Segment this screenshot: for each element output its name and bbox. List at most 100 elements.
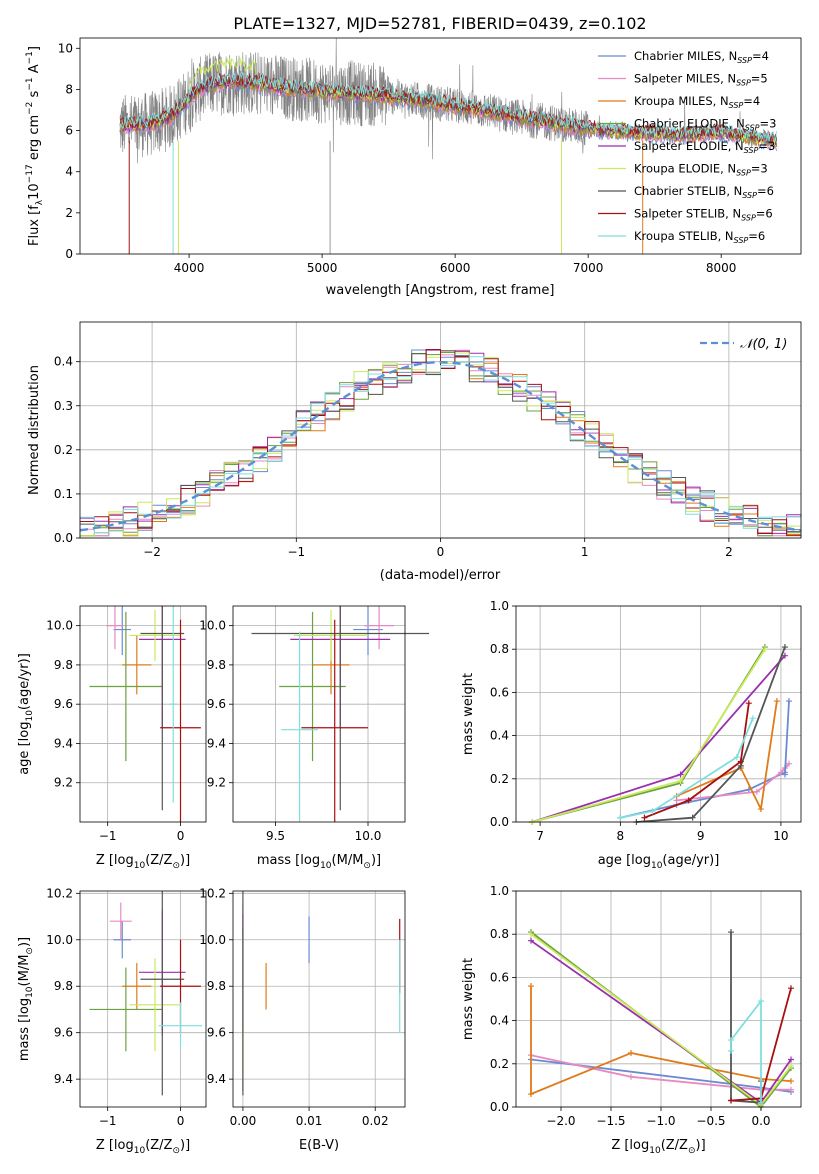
mass-weight-vs-z-xtick-label: 0.0	[751, 1114, 770, 1128]
mass-weight-vs-z-point	[788, 1086, 794, 1093]
mass-weight-vs-z-point	[528, 937, 534, 944]
age-vs-z-xtick-label: 0	[177, 829, 185, 843]
mass-vs-ebv-xtick-label: 0.02	[362, 1114, 389, 1128]
model-spectrum	[119, 72, 777, 145]
mass-weight-vs-age-series-line	[531, 646, 766, 823]
legend-label: Kroupa MILES, NSSP=4	[634, 94, 760, 110]
residuals-ylabel: Normed distribution	[27, 365, 42, 495]
mass-weight-vs-z-point	[788, 1078, 794, 1085]
residuals-ytick-label: 0.1	[54, 487, 73, 501]
mass-vs-ebv-ytick-label: 10.2	[199, 886, 226, 900]
residuals-xtick-label: 1	[581, 545, 589, 559]
mass-vs-ebv-panel: 0.00 0.01 0.02 9.4 9.6 9.8 10.0 10.2 E(B-V)	[199, 886, 406, 1153]
spectrum-xtick-label: 4000	[174, 261, 205, 275]
mass-weight-vs-age-xtick-label: 7	[536, 829, 544, 843]
age-vs-mass-xlabel: mass [log10(M/M⊙)]	[257, 853, 381, 871]
mass-vs-z-point	[122, 963, 152, 1010]
mass-weight-vs-z-xtick-label: −1.0	[646, 1114, 675, 1128]
residuals-ytick-label: 0.2	[54, 443, 73, 457]
mass-weight-vs-age-xlabel: age [log10(age/yr)]	[598, 853, 720, 871]
residuals-xtick-label: 2	[725, 545, 733, 559]
age-vs-z-ytick-label: 9.8	[54, 658, 73, 672]
mass-weight-vs-z-series-line	[730, 998, 762, 1103]
mass-vs-z-ytick-label: 9.6	[54, 1026, 73, 1040]
age-vs-mass-point	[294, 609, 369, 661]
spectrum-panel: PLATE=1327, MJD=52781, FIBERID=0439, z=0…	[25, 14, 802, 298]
mass-vs-z-ytick-label: 9.4	[54, 1072, 73, 1086]
legend-normal-label: 𝒩(0, 1)	[740, 337, 787, 352]
mass-weight-vs-age-ylabel: mass weight	[461, 673, 476, 755]
legend-label: Kroupa STELIB, NSSP=6	[634, 229, 765, 245]
age-vs-z-point	[169, 606, 177, 803]
mass-vs-z-panel: −1 0 9.4 9.6 9.8 10.0 10.2 Z [log10(Z/Z⊙)] mass …	[17, 886, 207, 1156]
mass-weight-vs-age-point	[617, 814, 624, 821]
age-vs-mass-ytick-label: 9.2	[207, 776, 226, 790]
mass-weight-vs-age-point	[781, 644, 788, 651]
spectrum-xtick-label: 5000	[307, 261, 338, 275]
mass-weight-vs-age-point	[785, 760, 792, 767]
mass-weight-vs-z-ytick-label: 0.0	[490, 1100, 509, 1114]
mass-vs-z-xtick-label: 0	[177, 1114, 185, 1128]
mass-weight-vs-age-point	[761, 646, 768, 653]
spectrum-xtick-label: 8000	[706, 261, 737, 275]
residuals-xtick-label: 0	[437, 545, 445, 559]
mass-weight-vs-z-ytick-label: 0.6	[490, 970, 509, 984]
mass-weight-vs-age-point	[753, 788, 760, 795]
mass-weight-vs-age-point	[785, 698, 792, 705]
mass-weight-vs-z-point	[628, 1073, 634, 1080]
residuals-xlabel: (data-model)/error	[380, 568, 501, 583]
mass-weight-vs-age-point	[773, 698, 780, 705]
residuals-ytick-label: 0.0	[54, 531, 73, 545]
spectrum-ytick-label: 8	[65, 82, 73, 96]
mass-vs-z-point	[158, 1002, 203, 1049]
mass-weight-vs-age-point	[677, 771, 684, 778]
mass-weight-vs-z-point	[788, 1062, 794, 1069]
model-spectrum	[119, 72, 777, 142]
age-vs-mass-point	[251, 606, 430, 811]
mass-weight-vs-age-series-line	[620, 717, 754, 819]
spectrum-ytick-label: 2	[65, 206, 73, 220]
mass-weight-vs-age-point	[757, 806, 764, 813]
mass-vs-ebv-ytick-label: 10.0	[199, 933, 226, 947]
mass-vs-ebv-xtick-label: 0.01	[296, 1114, 323, 1128]
mass-weight-vs-z-point	[758, 998, 764, 1005]
mass-weight-vs-z-xlabel: Z [log10(Z/Z⊙)]	[611, 1138, 705, 1156]
mass-vs-ebv-ytick-label: 9.6	[207, 1026, 226, 1040]
age-vs-z-point	[89, 611, 163, 762]
mass-weight-vs-age-ytick-label: 0.4	[490, 729, 509, 743]
mass-weight-vs-age-series-line	[644, 703, 750, 819]
mass-weight-vs-z-point	[528, 983, 534, 990]
residuals-panel: −2 −1 0 1 2 0.0 0.1 0.2 0.3 0.4 𝒩(0, 1) (data-mod…	[27, 321, 802, 583]
mass-weight-vs-z-ytick-label: 0.2	[490, 1057, 509, 1071]
mass-weight-vs-z-point	[528, 931, 534, 938]
mass-weight-vs-age-series-line	[676, 763, 790, 802]
age-vs-mass-point	[353, 606, 383, 656]
age-vs-mass-point	[281, 631, 319, 822]
legend-label: Chabrier ELODIE, NSSP=3	[634, 117, 776, 133]
residuals-legend: 𝒩(0, 1)	[700, 337, 787, 352]
residuals-ytick-label: 0.3	[54, 399, 73, 413]
mass-vs-z-ytick-label: 10.2	[46, 886, 73, 900]
spectrum-title: PLATE=1327, MJD=52781, FIBERID=0439, z=0…	[233, 14, 646, 33]
residuals-xtick-label: −1	[287, 545, 305, 559]
mass-weight-vs-z-ytick-label: 1.0	[490, 884, 509, 898]
mass-vs-z-xlabel: Z [log10(Z/Z⊙)]	[96, 1138, 190, 1156]
age-vs-z-point	[129, 609, 181, 661]
mass-vs-z-point	[109, 902, 132, 940]
age-vs-mass-xtick-label: 10.0	[355, 829, 382, 843]
age-vs-z-ytick-label: 10.0	[46, 619, 73, 633]
mass-vs-z-ytick-label: 9.8	[54, 979, 73, 993]
mass-vs-ebv-xlabel: E(B-V)	[299, 1138, 339, 1153]
mass-weight-vs-age-point	[781, 652, 788, 659]
mass-weight-vs-age-series-line	[636, 646, 786, 823]
mass-weight-vs-age-point	[677, 777, 684, 784]
mass-vs-z-point	[129, 958, 181, 1052]
mass-weight-vs-z-point	[728, 929, 734, 936]
mass-vs-z-point	[113, 921, 131, 959]
mass-vs-z-ylabel: mass [log10(M/M⊙)]	[17, 937, 35, 1061]
mass-weight-vs-z-point	[788, 985, 794, 992]
spectrum-ytick-label: 0	[65, 247, 73, 261]
mass-weight-vs-z-point	[728, 1047, 734, 1054]
mass-vs-z-point	[89, 967, 163, 1052]
